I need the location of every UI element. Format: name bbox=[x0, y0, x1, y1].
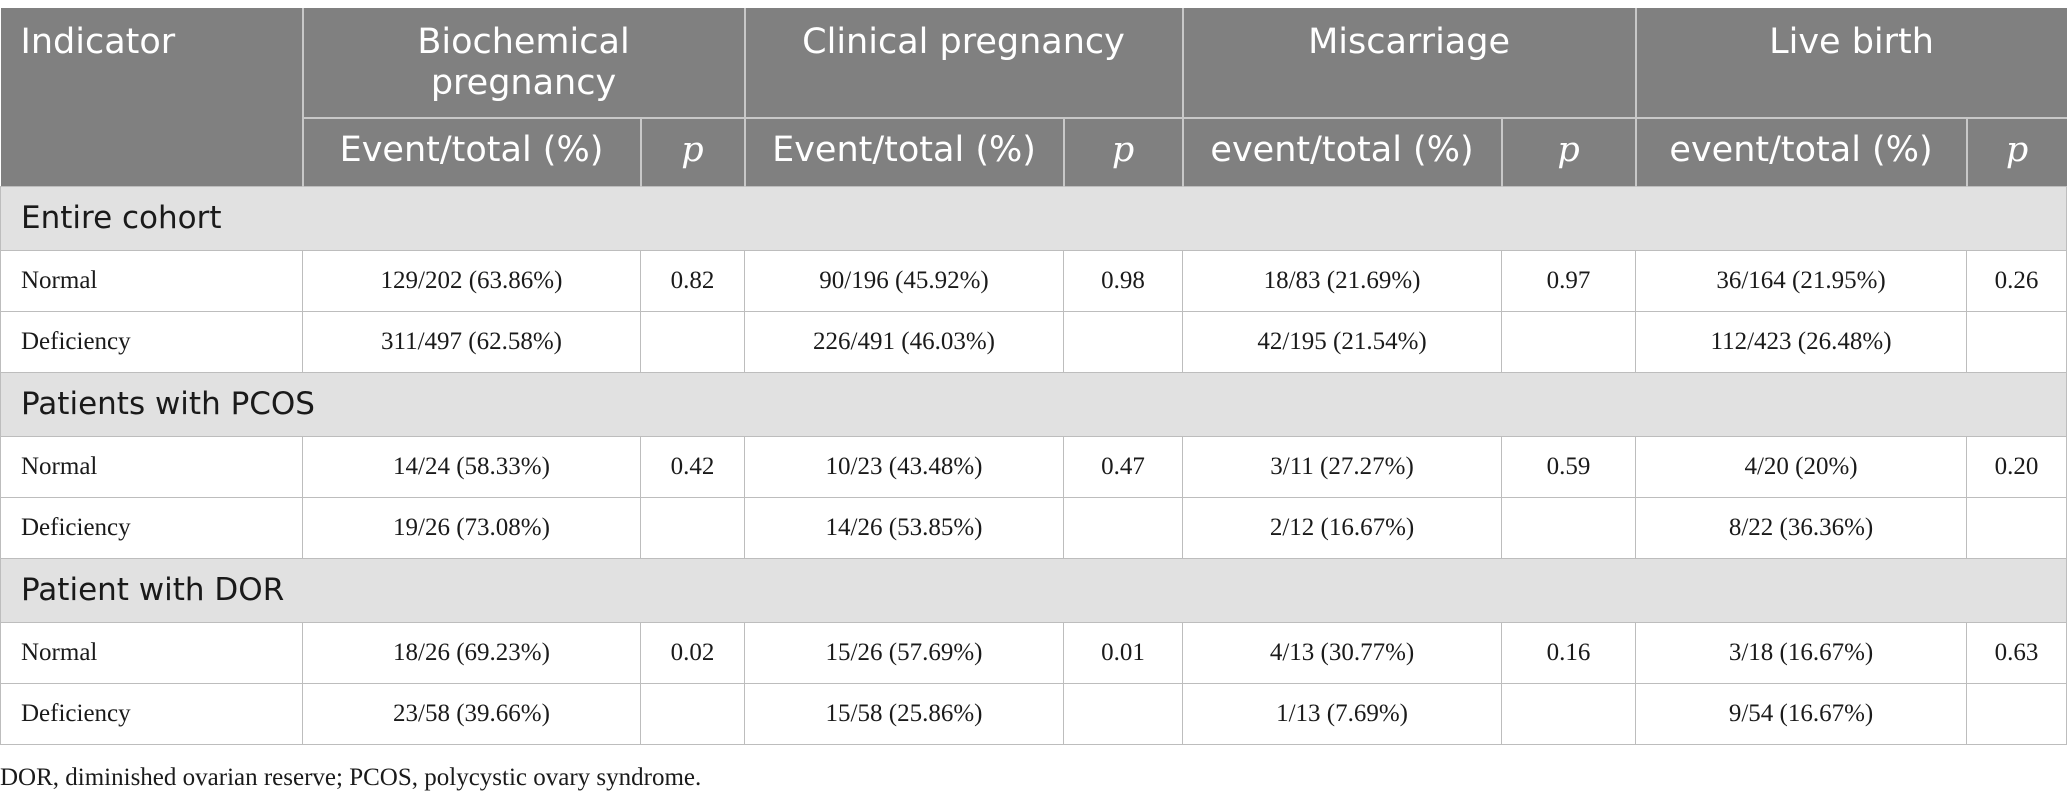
event-cell: 90/196 (45.92%) bbox=[744, 249, 1065, 312]
section-row: Entire cohort bbox=[0, 185, 2067, 251]
event-cell: 15/58 (25.86%) bbox=[744, 682, 1065, 745]
event-cell: 19/26 (73.08%) bbox=[302, 496, 641, 559]
p-value-cell bbox=[639, 496, 746, 559]
section-row: Patient with DOR bbox=[0, 557, 2067, 623]
table-row: Normal 14/24 (58.33%) 0.42 10/23 (43.48%) 0.… bbox=[0, 435, 2067, 498]
event-cell: 42/195 (21.54%) bbox=[1182, 310, 1503, 373]
p-value-cell: 0.26 bbox=[1966, 249, 2067, 312]
indicator-header: Indicator bbox=[0, 8, 303, 186]
section-row: Patients with PCOS bbox=[0, 371, 2067, 437]
row-label: Normal bbox=[0, 249, 303, 312]
p-value-cell: 0.20 bbox=[1966, 435, 2067, 498]
event-cell: 2/12 (16.67%) bbox=[1182, 496, 1503, 559]
subheader-p: p bbox=[1062, 117, 1183, 186]
p-value-cell: 0.98 bbox=[1063, 249, 1184, 312]
table-row: Normal 129/202 (63.86%) 0.82 90/196 (45.92%… bbox=[0, 249, 2067, 312]
event-cell: 9/54 (16.67%) bbox=[1635, 682, 1968, 745]
section-title: Patients with PCOS bbox=[0, 371, 2067, 437]
p-value-cell bbox=[1063, 310, 1184, 373]
p-value-cell: 0.97 bbox=[1501, 249, 1637, 312]
p-value-cell: 0.82 bbox=[639, 249, 746, 312]
row-label: Deficiency bbox=[0, 682, 303, 745]
event-cell: 36/164 (21.95%) bbox=[1635, 249, 1968, 312]
event-cell: 3/11 (27.27%) bbox=[1182, 435, 1503, 498]
section-title: Entire cohort bbox=[0, 185, 2067, 251]
p-value-cell: 0.42 bbox=[639, 435, 746, 498]
row-label: Normal bbox=[0, 435, 303, 498]
table-row: Normal 18/26 (69.23%) 0.02 15/26 (57.69%) 0.… bbox=[0, 621, 2067, 684]
p-value-cell bbox=[1501, 682, 1637, 745]
event-cell: 3/18 (16.67%) bbox=[1635, 621, 1968, 684]
event-cell: 10/23 (43.48%) bbox=[744, 435, 1065, 498]
p-value-cell: 0.63 bbox=[1966, 621, 2067, 684]
p-value-cell: 0.16 bbox=[1501, 621, 1637, 684]
row-label: Deficiency bbox=[0, 310, 303, 373]
p-value-cell bbox=[1966, 682, 2067, 745]
p-value-cell bbox=[1063, 682, 1184, 745]
p-value-cell: 0.01 bbox=[1063, 621, 1184, 684]
event-cell: 18/26 (69.23%) bbox=[302, 621, 641, 684]
section-title: Patient with DOR bbox=[0, 557, 2067, 623]
p-value-cell: 0.59 bbox=[1501, 435, 1637, 498]
subheader-p: p bbox=[1965, 117, 2067, 186]
event-cell: 14/26 (53.85%) bbox=[744, 496, 1065, 559]
group-header-biochemical: Biochemical pregnancy bbox=[301, 8, 745, 118]
subheader-p: p bbox=[639, 117, 745, 186]
event-cell: 18/83 (21.69%) bbox=[1182, 249, 1503, 312]
subheader-event: Event/total (%) bbox=[301, 117, 641, 186]
event-cell: 23/58 (39.66%) bbox=[302, 682, 641, 745]
event-cell: 1/13 (7.69%) bbox=[1182, 682, 1503, 745]
row-label: Normal bbox=[0, 621, 303, 684]
group-header-live-birth: Live birth bbox=[1634, 8, 2067, 118]
p-value-cell bbox=[1501, 310, 1637, 373]
p-value-cell bbox=[1063, 496, 1184, 559]
event-cell: 112/423 (26.48%) bbox=[1635, 310, 1968, 373]
subheader-event: event/total (%) bbox=[1181, 117, 1502, 186]
p-value-cell bbox=[639, 310, 746, 373]
p-value-cell bbox=[1966, 496, 2067, 559]
event-cell: 15/26 (57.69%) bbox=[744, 621, 1065, 684]
event-cell: 129/202 (63.86%) bbox=[302, 249, 641, 312]
table-row: Deficiency 23/58 (39.66%) 15/58 (25.86%) 1/… bbox=[0, 682, 2067, 745]
subheader-p: p bbox=[1500, 117, 1636, 186]
table-footnote: DOR, diminished ovarian reserve; PCOS, p… bbox=[0, 764, 702, 791]
table-body: Entire cohort Normal 129/202 (63.86%) 0.82 9… bbox=[0, 185, 2067, 745]
event-cell: 311/497 (62.58%) bbox=[302, 310, 641, 373]
group-header-miscarriage: Miscarriage bbox=[1181, 8, 1636, 118]
subheader-event: Event/total (%) bbox=[743, 117, 1064, 186]
event-cell: 14/24 (58.33%) bbox=[302, 435, 641, 498]
results-table: Indicator Biochemical pregnancy Clinical… bbox=[0, 8, 2067, 745]
p-value-cell: 0.02 bbox=[639, 621, 746, 684]
p-value-cell bbox=[1501, 496, 1637, 559]
p-value-cell bbox=[1966, 310, 2067, 373]
subheader-event: event/total (%) bbox=[1634, 117, 1967, 186]
table-row: Deficiency 19/26 (73.08%) 14/26 (53.85%) 2/… bbox=[0, 496, 2067, 559]
event-cell: 8/22 (36.36%) bbox=[1635, 496, 1968, 559]
event-cell: 4/20 (20%) bbox=[1635, 435, 1968, 498]
table-row: Deficiency 311/497 (62.58%) 226/491 (46.03… bbox=[0, 310, 2067, 373]
p-value-cell: 0.47 bbox=[1063, 435, 1184, 498]
p-value-cell bbox=[639, 682, 746, 745]
group-header-clinical: Clinical pregnancy bbox=[743, 8, 1183, 118]
event-cell: 4/13 (30.77%) bbox=[1182, 621, 1503, 684]
event-cell: 226/491 (46.03%) bbox=[744, 310, 1065, 373]
row-label: Deficiency bbox=[0, 496, 303, 559]
